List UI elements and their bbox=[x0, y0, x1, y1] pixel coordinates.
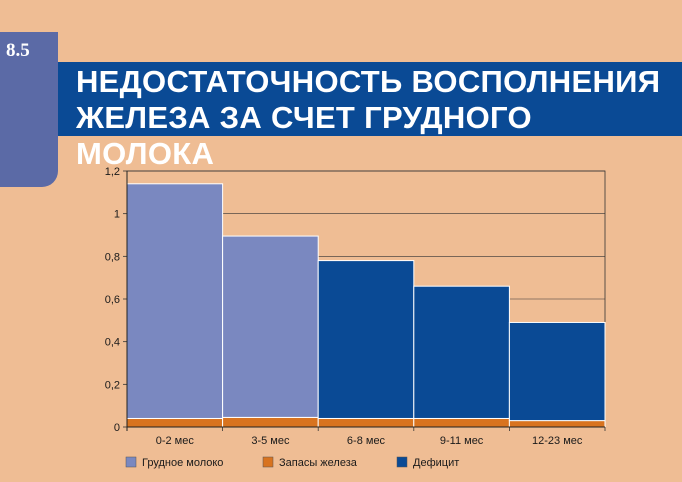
x-tick-label: 9-11 мес bbox=[440, 435, 484, 447]
y-tick-label: 0 bbox=[114, 422, 120, 434]
y-tick-label: 0,4 bbox=[105, 337, 120, 349]
x-tick-label: 6-8 мес bbox=[347, 435, 386, 447]
y-tick-label: 0,6 bbox=[105, 294, 120, 306]
x-tick-label: 12-23 мес bbox=[532, 435, 583, 447]
x-tick-label: 0-2 мес bbox=[156, 435, 195, 447]
bar-deficit bbox=[508, 321, 606, 422]
y-tick-label: 1 bbox=[114, 209, 120, 221]
title-banner bbox=[58, 62, 682, 136]
y-tick-label: 1,2 bbox=[105, 166, 120, 178]
bar-deficit bbox=[413, 285, 510, 419]
legend-swatch bbox=[262, 456, 274, 468]
legend-swatch bbox=[125, 456, 137, 468]
bar-iron-stores bbox=[508, 420, 606, 428]
title-line-1: НЕДОСТАТОЧНОСТЬ ВОСПОЛНЕНИЯ bbox=[76, 64, 661, 99]
bar-iron-stores bbox=[317, 417, 415, 428]
bar-iron-stores bbox=[222, 416, 319, 428]
page-title: НЕДОСТАТОЧНОСТЬ ВОСПОЛНЕНИЯ ЖЕЛЕЗА ЗА СЧ… bbox=[76, 62, 676, 172]
bar-iron-stores bbox=[126, 417, 224, 428]
legend-label: Запасы железа bbox=[279, 457, 358, 469]
section-tab bbox=[0, 32, 58, 187]
chart-legend: Грудное молоко Запасы железа Дефицит bbox=[125, 456, 459, 469]
y-tick-label: 0,8 bbox=[105, 251, 120, 263]
page-number: 8.5 bbox=[6, 40, 30, 61]
bar-deficit bbox=[317, 260, 415, 419]
bar-breast-milk bbox=[126, 183, 224, 419]
chart-axes bbox=[123, 170, 606, 431]
legend-label: Грудное молоко bbox=[142, 457, 223, 469]
title-line-2: ЖЕЛЕЗА ЗА СЧЕТ ГРУДНОГО МОЛОКА bbox=[76, 100, 532, 171]
bar-breast-milk bbox=[222, 235, 319, 418]
y-tick-label: 0,2 bbox=[105, 379, 120, 391]
chart-labels: 0 0,2 0,4 0,6 0,8 1 1,2 0-2 мес 3-5 мес 6-8 мес 9-… bbox=[105, 166, 583, 447]
legend-label: Дефицит bbox=[413, 457, 459, 469]
chart-bars bbox=[126, 183, 606, 428]
bar-iron-stores bbox=[413, 417, 510, 428]
x-tick-label: 3-5 мес bbox=[251, 435, 290, 447]
legend-swatch bbox=[396, 456, 408, 468]
